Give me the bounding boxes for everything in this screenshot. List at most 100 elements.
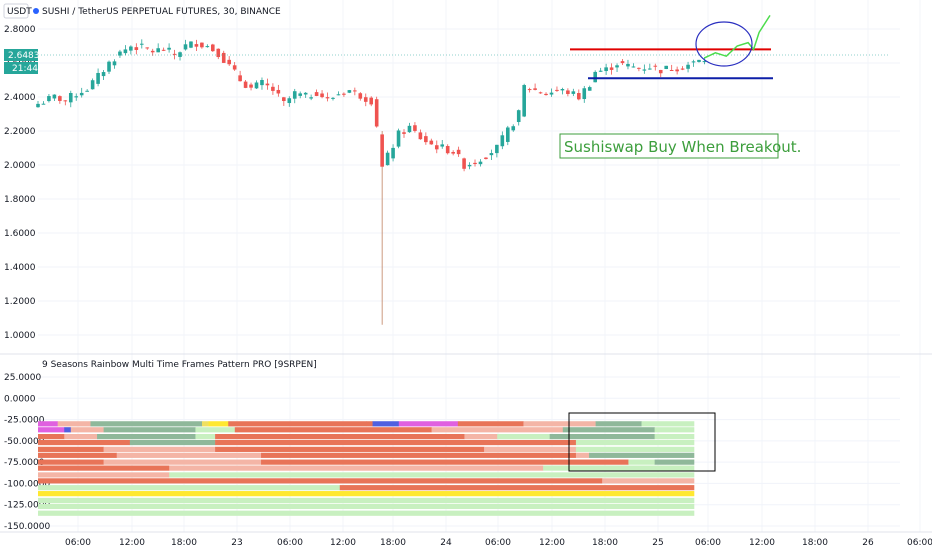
heatmap-cell: [234, 427, 432, 433]
y-tick-label: -75.0000: [4, 458, 45, 468]
candle-body: [473, 162, 477, 165]
heatmap-cell: [261, 459, 629, 465]
candle-body: [511, 126, 516, 131]
time-axis[interactable]: 06:00 12:00 18:00 23 06:00 12:00 18:00 24 06:00 1…: [65, 538, 932, 548]
heatmap-cell: [575, 446, 695, 452]
candle-body: [150, 50, 155, 53]
candle-body: [47, 96, 51, 102]
candle-body: [413, 125, 417, 131]
heatmap-cell: [103, 459, 262, 465]
candle-body: [424, 136, 428, 143]
x-tick-label: 06:00: [695, 538, 721, 548]
candle-body: [664, 65, 669, 70]
candle-body: [331, 97, 335, 99]
indicator-axis[interactable]: 25.0000 0.0000 -25.0000 -50.0000 -75.0000 -10…: [4, 373, 50, 532]
candle-body: [216, 48, 221, 58]
x-tick-label: 06:00: [65, 538, 91, 548]
candle-body: [582, 88, 587, 100]
heatmap-cell: [398, 421, 459, 427]
candle-body: [407, 125, 412, 133]
candle-body: [609, 67, 614, 70]
heatmap-cell: [575, 452, 590, 458]
candle-body: [604, 67, 608, 72]
y-tick-label: 2.4000: [4, 93, 36, 103]
price-badge-text: 2.6483: [8, 51, 40, 61]
candle-body: [385, 152, 390, 166]
candle-body: [418, 132, 423, 140]
candle-body: [232, 65, 237, 70]
heatmap-cell: [38, 434, 65, 440]
candle-body: [123, 49, 128, 54]
candle-body: [620, 61, 625, 64]
candle-body: [178, 52, 182, 57]
candle-body: [626, 63, 630, 67]
candle-body: [478, 161, 483, 165]
candle-body: [172, 53, 177, 55]
candle-body: [282, 97, 286, 101]
candlestick-series[interactable]: [36, 39, 707, 325]
heatmap-cell: [64, 434, 98, 440]
candle-body: [260, 80, 264, 86]
x-tick-label: 24: [440, 538, 452, 548]
candle-body: [555, 89, 559, 91]
chart-title[interactable]: SUSHI / TetherUS PERPETUAL FUTURES, 30, …: [42, 7, 281, 17]
y-tick-label: -100.0000: [4, 479, 50, 489]
heatmap-cell: [38, 421, 58, 427]
indicator-title[interactable]: 9 Seasons Rainbow Multi Time Frames Patt…: [42, 360, 317, 370]
currency-badge[interactable]: [3, 3, 29, 19]
x-tick-label: 06:00: [277, 538, 303, 548]
heatmap-cell: [38, 465, 170, 471]
y-tick-label: 1.6000: [4, 229, 36, 239]
candle-body: [101, 72, 106, 77]
candle-body: [593, 71, 597, 83]
heatmap-cell: [339, 485, 695, 491]
heatmap-cell: [202, 421, 209, 427]
heatmap-cell: [215, 446, 485, 452]
key-levels: [570, 48, 773, 80]
candle-body: [325, 97, 330, 99]
candle-body: [484, 157, 488, 160]
heatmap-cell: [38, 427, 65, 433]
heatmap-cell: [484, 446, 577, 452]
x-tick-label: 12:00: [749, 538, 775, 548]
candle-body: [221, 52, 226, 63]
candle-body: [314, 92, 319, 96]
heatmap-cell: [38, 459, 104, 465]
heatmap-cell: [38, 472, 170, 478]
candle-body: [134, 47, 139, 50]
heatmap-cell: [38, 510, 695, 516]
heatmap-cell: [543, 465, 695, 471]
heatmap-cell: [366, 421, 373, 427]
candle-body: [79, 92, 84, 96]
x-tick-label: 12:00: [330, 538, 356, 548]
candle-body: [320, 93, 324, 98]
x-tick-label: 18:00: [171, 538, 197, 548]
candle-body: [516, 110, 521, 123]
candle-body: [434, 145, 439, 150]
candle-body: [648, 68, 652, 70]
heatmap-cell: [431, 427, 564, 433]
x-tick-label: 23: [231, 538, 242, 548]
heatmap-cell: [464, 434, 498, 440]
candle-body: [342, 93, 346, 95]
candle-body: [183, 44, 188, 50]
candle-body: [194, 44, 199, 47]
candle-body: [391, 147, 395, 159]
heatmap-cell: [38, 452, 118, 458]
y-tick-label: 0.0000: [4, 394, 36, 404]
candle-body: [369, 97, 374, 105]
candle-body: [544, 93, 548, 96]
heatmap-cell: [215, 434, 465, 440]
candle-body: [358, 93, 363, 99]
candle-body: [598, 70, 603, 72]
heatmap-cell: [97, 434, 196, 440]
candle-body: [249, 84, 253, 88]
heatmap-cell: [654, 459, 695, 465]
x-tick-label: 25: [652, 538, 663, 548]
candle-body: [265, 83, 270, 86]
candle-body: [669, 69, 674, 71]
heatmap-cell: [169, 472, 695, 478]
projection-curve: [704, 14, 771, 59]
heatmap-cell: [372, 421, 400, 427]
